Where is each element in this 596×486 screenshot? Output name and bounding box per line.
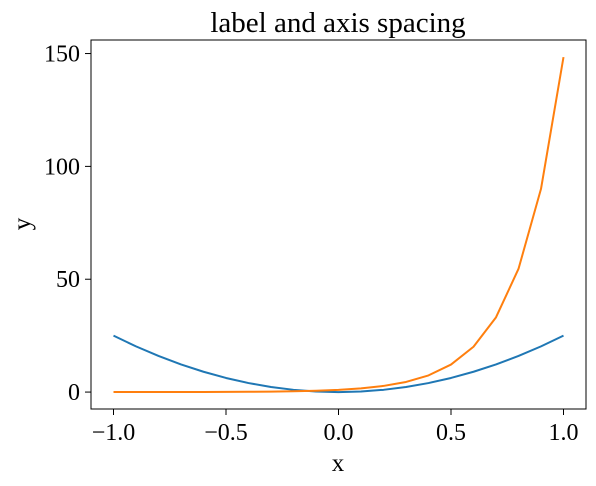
chart-title: label and axis spacing <box>210 7 465 39</box>
x-tick-label: −0.5 <box>204 420 248 446</box>
y-tick-label: 100 <box>44 154 80 180</box>
series-line-1 <box>113 334 564 394</box>
y-axis-label: y <box>9 217 36 230</box>
x-axis: −1.0 −0.5 0.0 0.5 1.0 <box>92 409 579 446</box>
series-line-2 <box>113 56 565 394</box>
series-layer <box>113 56 565 394</box>
x-tick-label: 1.0 <box>549 420 579 446</box>
y-axis: 0 50 100 150 <box>44 42 91 406</box>
y-tick-label: 150 <box>44 42 80 68</box>
plot-frame <box>90 39 587 410</box>
x-axis-label: x <box>332 450 345 477</box>
x-tick-label: 0.5 <box>436 420 466 446</box>
x-tick-label: 0.0 <box>324 420 354 446</box>
y-tick-label: 50 <box>56 267 80 293</box>
x-tick-label: −1.0 <box>92 420 136 446</box>
y-tick-label: 0 <box>68 380 80 406</box>
